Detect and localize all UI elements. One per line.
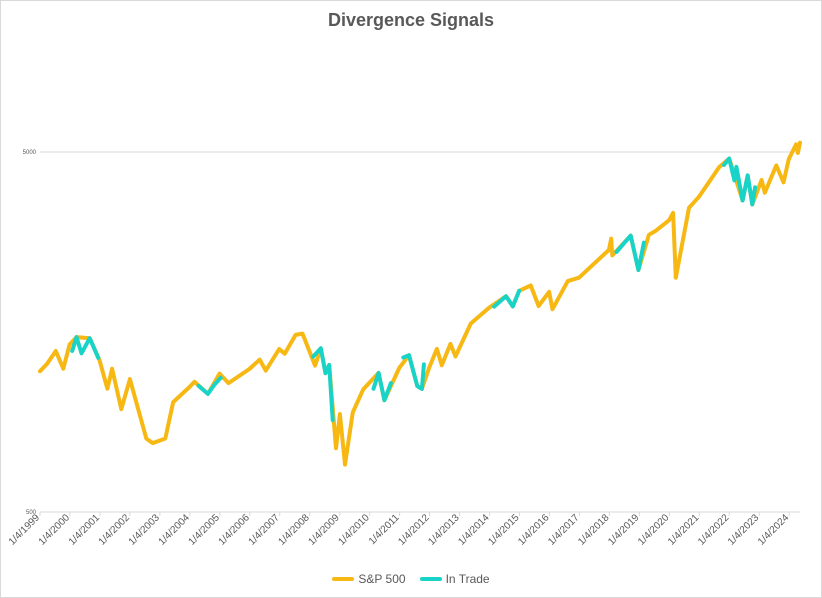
legend-swatch-in-trade bbox=[419, 577, 442, 581]
x-tick-label: 1/4/2012 bbox=[396, 512, 432, 548]
x-tick-label: 1/4/2000 bbox=[37, 512, 73, 548]
x-tick-label: 1/4/1999 bbox=[7, 512, 43, 548]
x-tick-label: 1/4/2006 bbox=[217, 512, 253, 548]
x-tick-label: 1/4/2008 bbox=[276, 512, 312, 548]
series-line-in-trade bbox=[722, 156, 758, 207]
legend-label-in-trade: In Trade bbox=[445, 572, 490, 586]
x-tick-label: 1/4/2013 bbox=[426, 512, 462, 548]
x-tick-label: 1/4/2016 bbox=[516, 512, 552, 548]
x-tick-label: 1/4/2007 bbox=[247, 512, 283, 548]
series-line-in-trade bbox=[401, 353, 426, 391]
x-tick-label: 1/4/2019 bbox=[606, 512, 642, 548]
legend-item-in-trade: In Trade bbox=[419, 572, 490, 586]
x-tick-label: 1/4/2024 bbox=[756, 512, 792, 548]
x-tick-label: 1/4/2018 bbox=[576, 512, 612, 548]
y-tick-label: 500 bbox=[26, 510, 37, 516]
legend-item-sp500: S&P 500 bbox=[332, 572, 406, 586]
series-line-in-trade bbox=[311, 346, 335, 423]
series-line-in-trade bbox=[371, 370, 393, 403]
legend-label-sp500: S&P 500 bbox=[358, 572, 406, 586]
x-tick-label: 1/4/2020 bbox=[636, 512, 672, 548]
x-tick-label: 1/4/2005 bbox=[187, 512, 223, 548]
x-tick-label: 1/4/2021 bbox=[666, 512, 702, 548]
x-tick-label: 1/4/2023 bbox=[726, 512, 762, 548]
x-tick-label: 1/4/2014 bbox=[456, 512, 492, 548]
x-tick-label: 1/4/2004 bbox=[157, 512, 193, 548]
legend-swatch-sp500 bbox=[332, 577, 355, 581]
series-line-in-trade bbox=[492, 288, 522, 309]
x-tick-label: 1/4/2009 bbox=[307, 512, 343, 548]
chart-title: Divergence Signals bbox=[327, 10, 495, 30]
x-tick-label: 1/4/2015 bbox=[486, 512, 522, 548]
x-tick-label: 1/4/2022 bbox=[696, 512, 732, 548]
x-tick-label: 1/4/2010 bbox=[336, 512, 372, 548]
series-line-sp500 bbox=[38, 140, 802, 467]
y-tick-label: 5000 bbox=[23, 150, 37, 156]
series-line-in-trade bbox=[70, 335, 101, 360]
x-tick-label: 1/4/2003 bbox=[127, 512, 163, 548]
x-tick-label: 1/4/2017 bbox=[546, 512, 582, 548]
x-tick-label: 1/4/2001 bbox=[67, 512, 103, 548]
series-line-in-trade bbox=[196, 375, 223, 396]
chart-legend: S&P 500 In Trade bbox=[0, 572, 822, 586]
x-tick-label: 1/4/2011 bbox=[367, 512, 402, 547]
x-tick-label: 1/4/2002 bbox=[97, 512, 133, 548]
series-line-in-trade bbox=[614, 233, 646, 272]
